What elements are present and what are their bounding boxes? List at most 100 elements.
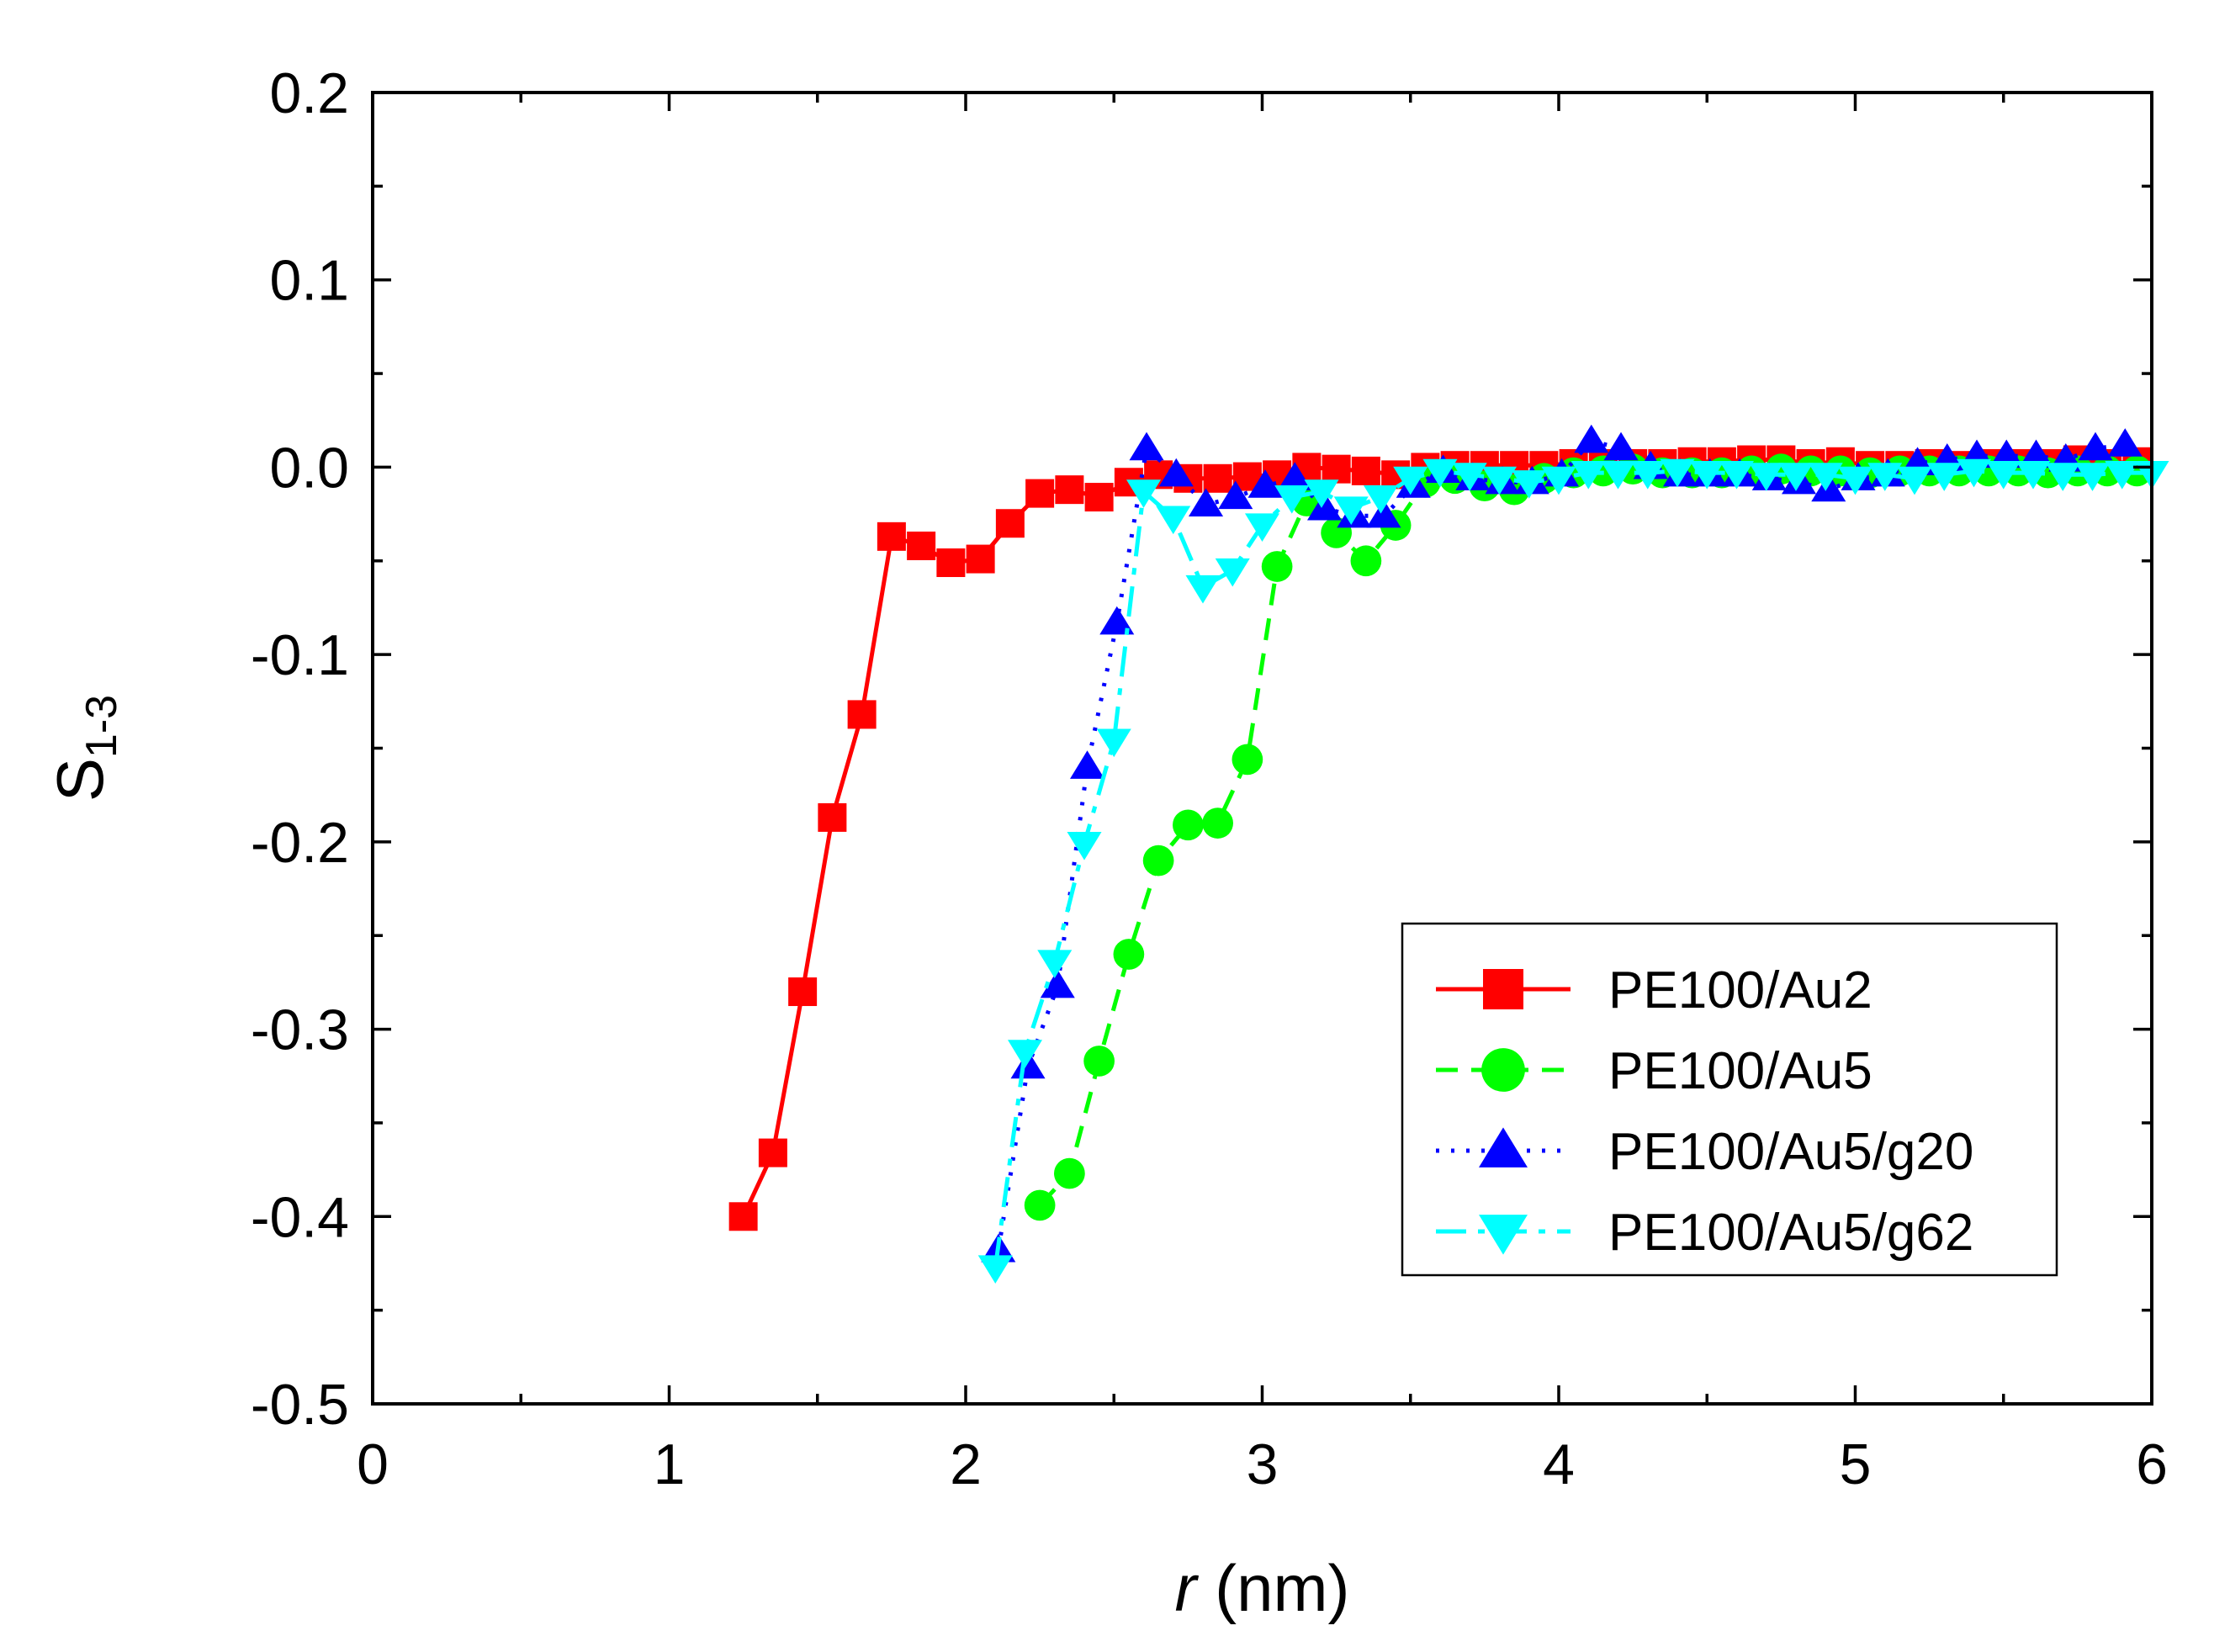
x-tick-label: 0 — [357, 1432, 389, 1496]
legend-marker — [1483, 969, 1523, 1009]
legend-label: PE100/Au5/g62 — [1608, 1204, 1973, 1262]
data-point — [1084, 483, 1114, 512]
data-point — [1926, 463, 1962, 491]
legend-label: PE100/Au2 — [1608, 961, 1872, 1019]
data-point — [1571, 461, 1606, 490]
data-point — [1202, 807, 1233, 839]
data-point — [1247, 469, 1283, 498]
data-point — [977, 1255, 1013, 1284]
data-point — [1574, 424, 1609, 453]
data-point — [1363, 484, 1399, 514]
data-point — [818, 802, 847, 832]
data-point — [1037, 950, 1073, 978]
legend-label: PE100/Au5/g20 — [1608, 1123, 1973, 1181]
data-point — [1188, 488, 1224, 517]
data-point — [1603, 432, 1639, 461]
data-point — [936, 548, 966, 578]
ticks-layer: 0 1 2 3 4 5 6 0.2 0.1 0.0 -0.1 -0.2 -0.3 -0.4 -0.5 — [251, 61, 2168, 1496]
data-point — [1173, 809, 1204, 841]
series-pe100-au5-g62 — [977, 458, 2169, 1284]
y-tick-label: -0.4 — [251, 1185, 349, 1249]
data-point — [1867, 463, 1903, 491]
series-layer — [728, 424, 2169, 1284]
x-axis-title: r (nm) — [1175, 1551, 1350, 1625]
y-tick-label: 0.2 — [269, 61, 349, 125]
data-point — [2074, 463, 2111, 491]
y-tick-label: 0.1 — [269, 249, 349, 313]
data-point — [1218, 480, 1253, 510]
data-point — [1007, 1040, 1043, 1068]
data-point — [1067, 832, 1102, 860]
legend-entry: PE100/Au5 — [1436, 1042, 1872, 1100]
legend-entry: PE100/Au5/g20 — [1436, 1123, 1973, 1181]
y-tick-label: -0.3 — [251, 998, 349, 1062]
data-point — [966, 544, 995, 574]
data-point — [1024, 1189, 1056, 1221]
x-tick-label: 6 — [2136, 1432, 2168, 1496]
data-point — [758, 1138, 787, 1168]
data-point — [1277, 462, 1312, 490]
data-point — [1541, 466, 1576, 495]
y-axis-title-subscript: 1-3 — [77, 695, 126, 758]
x-axis-title-variable: r — [1175, 1551, 1200, 1625]
data-point — [1055, 475, 1084, 505]
data-point — [1956, 458, 1992, 488]
data-point — [1244, 513, 1280, 543]
data-point — [1452, 463, 1487, 491]
plot-area — [728, 424, 2169, 1284]
data-point — [995, 509, 1025, 538]
data-point — [1185, 574, 1221, 604]
data-point — [2107, 428, 2143, 457]
data-point — [1322, 454, 1351, 484]
x-tick-label: 1 — [654, 1432, 686, 1496]
data-point — [1054, 1157, 1085, 1189]
y-tick-label: -0.5 — [251, 1373, 349, 1437]
data-point — [1010, 1050, 1046, 1079]
data-point — [1986, 461, 2021, 490]
data-point — [1393, 466, 1428, 495]
x-tick-label: 3 — [1247, 1432, 1279, 1496]
data-point — [1719, 461, 1755, 490]
data-point — [847, 700, 877, 729]
data-point — [1232, 744, 1263, 776]
data-point — [2015, 461, 2051, 490]
data-point — [1083, 1046, 1115, 1077]
data-point — [2078, 432, 2113, 461]
data-point — [1113, 939, 1145, 970]
data-point — [1897, 466, 1932, 495]
data-point — [1126, 479, 1162, 508]
data-point — [1989, 439, 2024, 469]
legend-marker — [1479, 1215, 1528, 1255]
data-point — [1040, 969, 1075, 998]
legend-label: PE100/Au5 — [1608, 1042, 1872, 1100]
data-point — [1142, 845, 1174, 876]
data-point — [1069, 750, 1105, 779]
data-point — [1837, 466, 1873, 495]
legend-marker — [1481, 1048, 1525, 1092]
data-point — [1660, 458, 1695, 488]
y-tick-label: -0.1 — [251, 623, 349, 687]
data-point — [1304, 479, 1339, 508]
y-axis-title: S1-3 — [43, 695, 126, 802]
data-point — [1749, 463, 1784, 491]
data-point — [877, 522, 906, 551]
data-point — [1215, 558, 1250, 587]
data-point — [788, 977, 818, 1007]
data-point — [728, 1202, 758, 1231]
series-line — [993, 469, 2152, 1268]
x-axis-title-unit: (nm) — [1197, 1551, 1350, 1625]
data-point — [1156, 506, 1191, 535]
x-tick-label: 2 — [950, 1432, 982, 1496]
data-point — [1481, 466, 1518, 495]
data-point — [1261, 551, 1293, 582]
x-tick-label: 4 — [1543, 1432, 1575, 1496]
data-point — [1306, 491, 1343, 521]
data-point — [1351, 456, 1380, 485]
y-tick-label: 0.0 — [269, 436, 349, 500]
legend-entry: PE100/Au5/g62 — [1436, 1204, 1973, 1262]
data-point — [2018, 439, 2054, 469]
data-point — [1350, 545, 1382, 577]
data-point — [1811, 473, 1846, 502]
legend-entry: PE100/Au2 — [1436, 961, 1872, 1019]
